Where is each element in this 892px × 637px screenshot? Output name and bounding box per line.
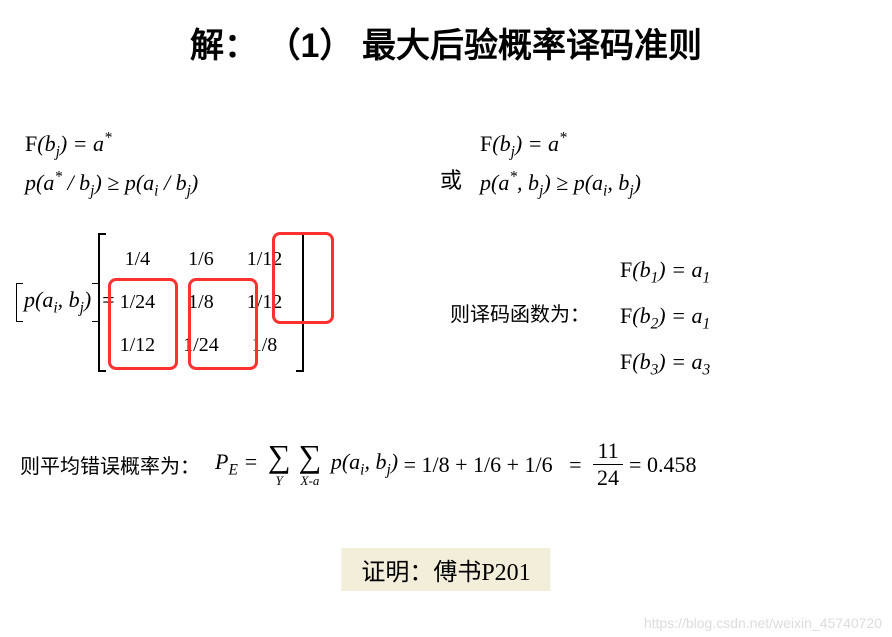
matrix-section: p(ai, bj) = 1/4 1/6 1/12 1/24 1/8 1/12 1…: [20, 238, 286, 367]
sum-y: ∑ Y: [268, 440, 291, 489]
criterion-left: F(bj) = a* p(a* / bj) ≥ p(ai / bj): [25, 126, 198, 204]
criterion-left-line1: F(bj) = a*: [25, 126, 198, 165]
matrix-cell: 1/24: [169, 324, 233, 367]
error-calc: = 1/8 + 1/6 + 1/6: [404, 452, 553, 478]
error-formula: PE = ∑ Y ∑ X-a p(ai, bj) = 1/8 + 1/6 + 1…: [215, 438, 696, 491]
decode-func-1: F(b1) = a1: [620, 248, 710, 294]
decode-func-3: F(b3) = a3: [620, 340, 710, 386]
proof-reference: 证明：傅书P201: [341, 548, 550, 591]
matrix-cell: 1/12: [233, 281, 297, 324]
main-title: 解： （1） 最大后验概率译码准则: [0, 18, 892, 67]
error-fraction: 11 24: [593, 438, 623, 491]
decode-label: 则译码函数为：: [450, 298, 590, 327]
matrix-cell: 1/24: [106, 281, 170, 324]
matrix-cell: 1/12: [106, 324, 170, 367]
matrix-cell: 1/12: [233, 238, 297, 281]
decode-func-2: F(b2) = a1: [620, 294, 710, 340]
matrix-cell: 1/4: [106, 238, 170, 281]
error-probability-section: 则平均错误概率为： PE = ∑ Y ∑ X-a p(ai, bj) = 1/8…: [20, 438, 696, 491]
title-prefix: 解：: [190, 28, 258, 65]
matrix-cell: 1/8: [233, 324, 297, 367]
matrix-cell: 1/6: [169, 238, 233, 281]
or-label: 或: [440, 163, 462, 195]
title-number: （1）: [267, 27, 354, 65]
criterion-right-line2: p(a*, bj) ≥ p(ai, bj): [480, 165, 641, 204]
matrix-cell: 1/8: [169, 281, 233, 324]
watermark: https://blog.csdn.net/weixin_45740720: [644, 615, 882, 631]
error-label: 则平均错误概率为：: [20, 450, 200, 479]
criterion-right-line1: F(bj) = a*: [480, 126, 641, 165]
criterion-right: F(bj) = a* p(a*, bj) ≥ p(ai, bj): [480, 126, 641, 204]
sum-x: ∑ X-a: [299, 440, 322, 489]
error-result: = 0.458: [629, 452, 696, 478]
criterion-left-line2: p(a* / bj) ≥ p(ai / bj): [25, 165, 198, 204]
probability-matrix: 1/4 1/6 1/12 1/24 1/8 1/12 1/12 1/24 1/8: [106, 238, 297, 367]
title-text: 最大后验概率译码准则: [362, 28, 702, 65]
decode-functions: F(b1) = a1 F(b2) = a1 F(b3) = a3: [620, 248, 710, 387]
